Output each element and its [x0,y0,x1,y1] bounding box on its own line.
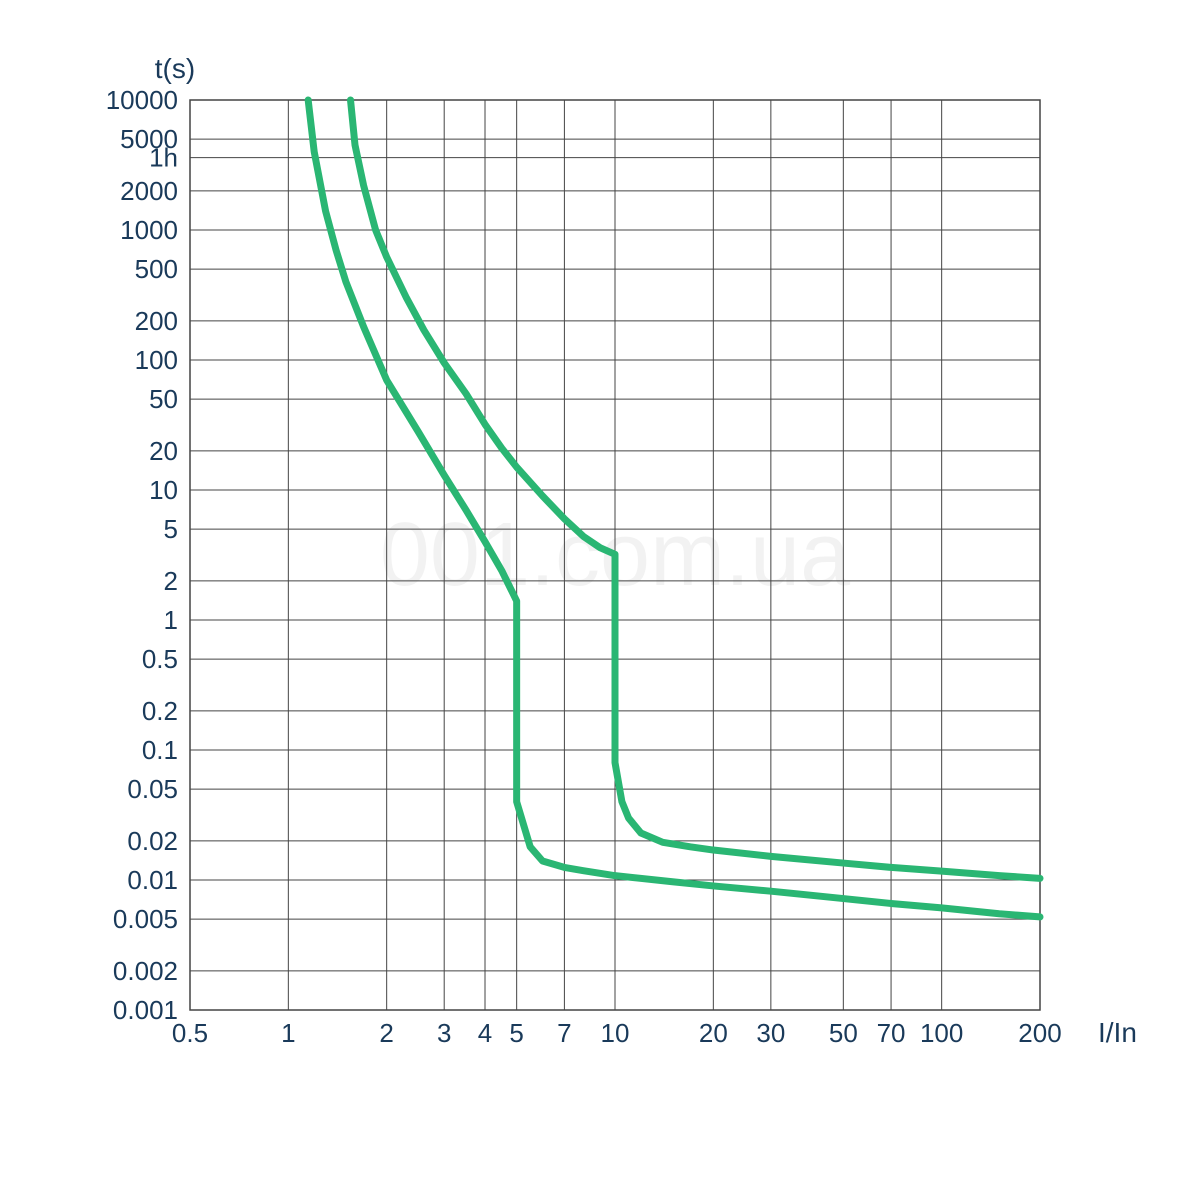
y-tick-label: 0.2 [142,696,178,726]
y-tick-label: 0.001 [113,995,178,1025]
x-tick-label: 200 [1018,1018,1061,1048]
x-tick-label: 0.5 [172,1018,208,1048]
x-tick-label: 5 [509,1018,523,1048]
x-tick-label: 30 [756,1018,785,1048]
y-tick-label: 0.1 [142,735,178,765]
y-tick-label: 2000 [120,176,178,206]
y-tick-label: 50 [149,384,178,414]
x-tick-label: 7 [557,1018,571,1048]
y-tick-label: 0.5 [142,644,178,674]
y-tick-label: 10 [149,475,178,505]
y-tick-label: 5 [164,514,178,544]
y-tick-label: 5000 [120,124,178,154]
y-tick-label: 1000 [120,215,178,245]
x-axis-title: I/In [1098,1017,1137,1048]
y-tick-label: 100 [135,345,178,375]
x-tick-label: 70 [877,1018,906,1048]
y-tick-label: 1 [164,605,178,635]
y-tick-label: 500 [135,254,178,284]
x-tick-label: 2 [379,1018,393,1048]
x-tick-label: 4 [478,1018,492,1048]
y-tick-label: 200 [135,306,178,336]
y-tick-label: 0.05 [127,774,178,804]
x-tick-label: 20 [699,1018,728,1048]
page: 001.com.ua0.0010.0020.0050.010.020.050.1… [0,0,1200,1200]
x-tick-label: 10 [601,1018,630,1048]
y-tick-label: 0.005 [113,904,178,934]
y-tick-label: 20 [149,436,178,466]
x-tick-label: 100 [920,1018,963,1048]
x-tick-label: 3 [437,1018,451,1048]
y-tick-label: 10000 [106,85,178,115]
y-tick-label: 0.002 [113,956,178,986]
y-tick-label: 2 [164,566,178,596]
y-axis-title: t(s) [155,53,195,84]
x-tick-label: 1 [281,1018,295,1048]
y-tick-label: 0.01 [127,865,178,895]
x-tick-label: 50 [829,1018,858,1048]
trip-curve-chart: 001.com.ua0.0010.0020.0050.010.020.050.1… [40,40,1160,1100]
y-tick-label: 0.02 [127,826,178,856]
